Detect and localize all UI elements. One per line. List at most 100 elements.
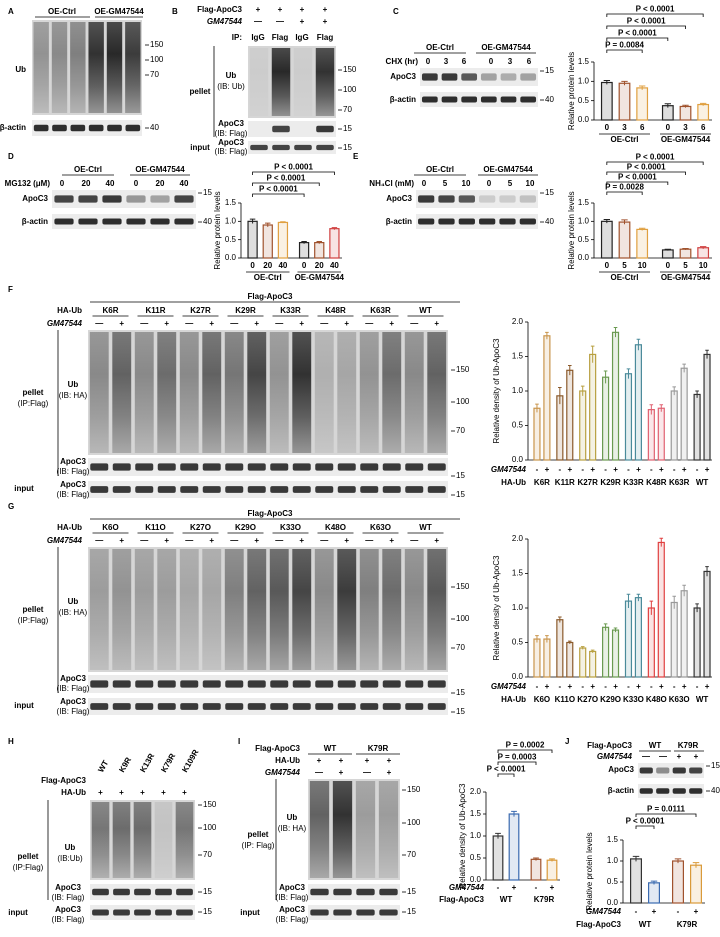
y-tick-label: 1.0 xyxy=(225,216,237,225)
bar xyxy=(636,228,649,259)
blot-band xyxy=(421,96,438,103)
error-bar xyxy=(621,219,628,225)
panel-letter: F xyxy=(8,285,13,294)
label: + xyxy=(254,536,259,545)
blot-band xyxy=(360,703,379,710)
bar xyxy=(600,220,613,259)
blot-band xyxy=(480,73,497,81)
blot-band xyxy=(125,124,141,132)
blot-background xyxy=(52,214,196,229)
bar xyxy=(611,331,620,461)
label: 20 xyxy=(156,179,165,188)
x-tick-label: 5 xyxy=(683,261,688,270)
label: Ub xyxy=(15,65,26,74)
label: + xyxy=(389,319,394,328)
error-bar xyxy=(672,386,677,396)
x-tick-label: + xyxy=(545,682,550,691)
blot-smear xyxy=(157,549,177,670)
group-label: K11O xyxy=(555,695,575,704)
label: — xyxy=(365,536,373,545)
label: — xyxy=(315,768,323,777)
blot-band xyxy=(310,909,329,916)
blot-band xyxy=(382,703,401,710)
label: (IP: Flag) xyxy=(242,841,275,850)
blot-band xyxy=(54,218,74,225)
y-tick-label: 0.5 xyxy=(512,638,524,647)
x-tick-label: 0 xyxy=(250,261,255,270)
error-bar xyxy=(590,649,595,653)
y-tick-label: 2.0 xyxy=(512,534,524,543)
blot-smear xyxy=(271,48,291,116)
label: + xyxy=(677,752,682,761)
label: K11O xyxy=(145,523,165,532)
bar xyxy=(679,105,692,121)
bar xyxy=(624,600,633,678)
label: + xyxy=(278,5,283,14)
x-tick-label: - xyxy=(696,465,699,474)
blot-band xyxy=(519,195,536,203)
blot-band xyxy=(180,703,199,710)
label: Ub xyxy=(226,71,237,80)
group-label: OE-GM47544 xyxy=(661,273,711,282)
bar xyxy=(566,641,574,678)
label: K79R xyxy=(159,752,177,774)
label: K33O xyxy=(280,523,301,532)
label: OE-GM47544 xyxy=(483,165,533,174)
label: IgG xyxy=(295,33,308,42)
blot-band xyxy=(126,218,146,225)
label: — xyxy=(140,536,148,545)
blot-band xyxy=(270,486,289,493)
blot-band xyxy=(405,486,424,493)
label: Flag-ApoC3 xyxy=(41,776,86,785)
blot-background xyxy=(88,481,448,498)
blot-smear xyxy=(315,48,335,116)
label: GM47544 xyxy=(207,17,243,26)
blot-band xyxy=(250,144,268,151)
marker-label: 15 xyxy=(456,490,465,499)
label: β-actin xyxy=(22,217,48,226)
blot-band xyxy=(427,486,446,493)
label: + xyxy=(323,17,328,26)
label: — xyxy=(410,319,418,328)
label: K33R xyxy=(280,306,301,315)
x-tick-label: 3 xyxy=(622,123,627,132)
blot-band xyxy=(379,909,398,916)
group-label: K33R xyxy=(623,478,644,487)
blot-band xyxy=(180,680,199,688)
label: (IB: HA) xyxy=(278,824,307,833)
y-tick-label: 1.5 xyxy=(512,352,524,361)
label: ApoC3 xyxy=(22,194,48,203)
blot-band xyxy=(202,486,221,493)
x-tick-label: 0 xyxy=(605,261,610,270)
label: 6 xyxy=(527,57,532,66)
panel-letter: D xyxy=(8,152,14,161)
blot-background xyxy=(52,190,196,208)
y-tick-label: 1.5 xyxy=(578,57,590,66)
label: input xyxy=(8,908,28,917)
error-bar xyxy=(672,595,677,609)
label: GM47544 xyxy=(597,752,633,761)
bar xyxy=(679,248,692,259)
x-tick-label: 40 xyxy=(278,261,287,270)
label: 10 xyxy=(526,179,535,188)
bar xyxy=(647,607,655,678)
panel-letter: H xyxy=(8,737,14,746)
blot-band xyxy=(337,486,356,493)
label: (IB: Flag) xyxy=(57,490,90,499)
group-label: K6O xyxy=(534,695,550,704)
bar xyxy=(579,390,587,461)
y-tick-label: 1.5 xyxy=(512,569,524,578)
bar xyxy=(314,242,325,259)
label: ApoC3 xyxy=(279,883,305,892)
blot-band xyxy=(360,680,379,688)
p-value: P < 0.0001 xyxy=(618,29,657,38)
blot-smear xyxy=(70,22,86,113)
blot-band xyxy=(180,463,199,471)
blot-band xyxy=(382,680,401,688)
error-bar xyxy=(249,218,256,224)
blot-band xyxy=(382,486,401,493)
label: K29O xyxy=(235,523,256,532)
label: — xyxy=(230,536,238,545)
blot-band xyxy=(292,680,311,688)
blot-band xyxy=(247,486,266,493)
